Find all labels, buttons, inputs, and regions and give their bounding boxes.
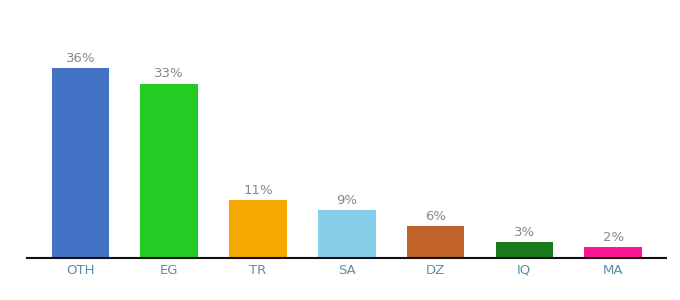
Text: 6%: 6% xyxy=(425,210,446,223)
Text: 33%: 33% xyxy=(154,68,184,80)
Bar xyxy=(140,84,198,258)
Bar xyxy=(52,68,109,258)
Bar xyxy=(496,242,554,258)
Bar xyxy=(407,226,464,258)
Bar xyxy=(229,200,287,258)
Text: 2%: 2% xyxy=(602,231,624,244)
Bar xyxy=(584,248,642,258)
Text: 9%: 9% xyxy=(337,194,357,207)
Text: 36%: 36% xyxy=(66,52,95,64)
Text: 11%: 11% xyxy=(243,184,273,197)
Bar xyxy=(318,210,375,258)
Text: 3%: 3% xyxy=(514,226,535,239)
